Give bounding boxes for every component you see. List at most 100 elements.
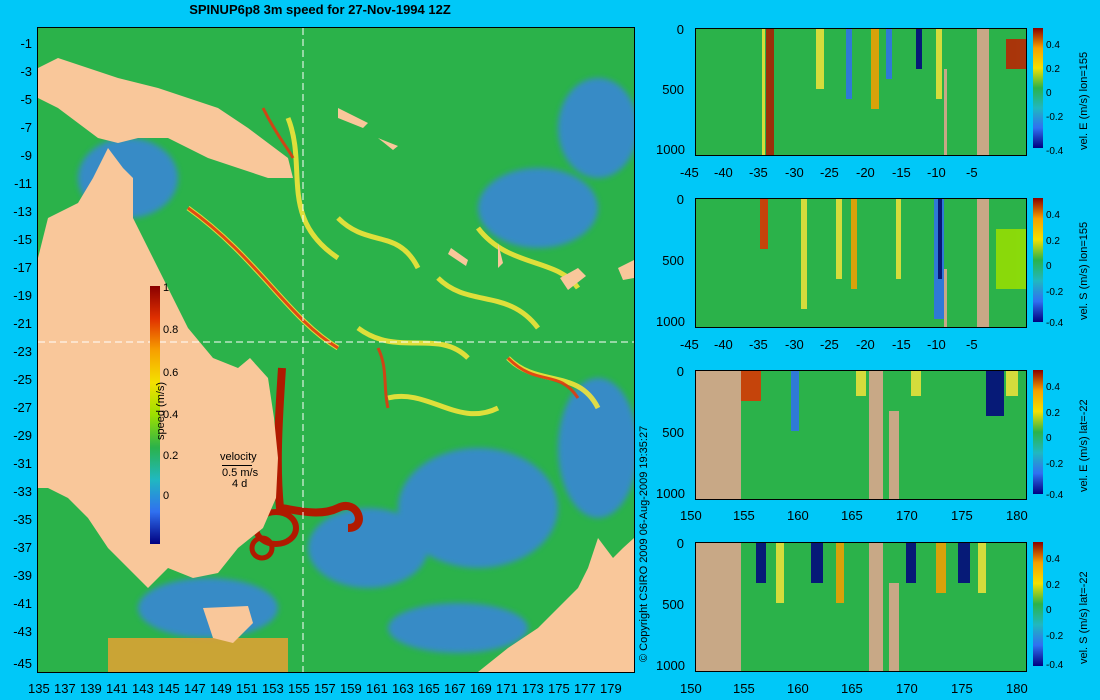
tick-label: -0.4 [1046, 490, 1064, 501]
tick-label: -19 [13, 288, 32, 303]
tick-label: 150 [680, 508, 702, 523]
tick-label: 0.4 [1046, 210, 1060, 221]
tick-label: -30 [785, 337, 804, 352]
tick-label: -15 [892, 165, 911, 180]
speed-map[interactable] [38, 28, 634, 672]
tick-label: 0.4 [1046, 554, 1060, 565]
tick-label: -10 [927, 165, 946, 180]
tick-label: -33 [13, 484, 32, 499]
tick-label: 0.2 [1046, 580, 1060, 591]
tick-label: -0.4 [1046, 318, 1064, 329]
tick-label: 139 [80, 681, 102, 696]
page-title: SPINUP6p8 3m speed for 27-Nov-1994 12Z [189, 2, 451, 17]
panel4-label: vel. S (m/s) lat=-22 [1078, 571, 1090, 664]
tick-label: 0 [163, 490, 170, 502]
tick-label: 170 [896, 681, 918, 696]
tick-label: -13 [13, 204, 32, 219]
tick-label: 170 [896, 508, 918, 523]
tick-label: 167 [444, 681, 466, 696]
tick-label: -35 [13, 512, 32, 527]
tick-label: 163 [392, 681, 414, 696]
tick-label: -0.4 [1046, 660, 1064, 671]
tick-label: 0.2 [1046, 408, 1060, 419]
tick-label: 0 [676, 192, 684, 207]
tick-label: 175 [951, 508, 973, 523]
tick-label: -20 [856, 337, 875, 352]
tick-label: 180 [1006, 681, 1028, 696]
tick-label: 165 [841, 681, 863, 696]
tick-label: 500 [662, 425, 684, 440]
tick-label: 0.2 [1046, 236, 1060, 247]
tick-label: 173 [522, 681, 544, 696]
tick-label: -5 [966, 337, 978, 352]
tick-label: -11 [14, 176, 32, 191]
speed-colorbar [150, 286, 160, 544]
tick-label: 0.2 [163, 450, 179, 462]
tick-label: -39 [13, 568, 32, 583]
tick-label: 161 [366, 681, 388, 696]
tick-label: 0.4 [1046, 382, 1060, 393]
tick-label: -27 [13, 400, 32, 415]
tick-label: 0 [676, 22, 684, 37]
tick-label: 175 [951, 681, 973, 696]
tick-label: 0 [1046, 605, 1052, 616]
tick-label: -37 [13, 540, 32, 555]
tick-label: -15 [13, 232, 32, 247]
tick-label: -45 [680, 337, 699, 352]
tick-label: 160 [787, 681, 809, 696]
tick-label: 0.4 [1046, 40, 1060, 51]
tick-label: -31 [13, 456, 32, 471]
tick-label: 169 [470, 681, 492, 696]
tick-label: 0 [1046, 88, 1052, 99]
tick-label: -40 [714, 165, 733, 180]
tick-label: 157 [314, 681, 336, 696]
tick-label: 0 [1046, 433, 1052, 444]
tick-label: 160 [787, 508, 809, 523]
tick-label: 155 [288, 681, 310, 696]
tick-label: 0.8 [163, 324, 179, 336]
tick-label: -23 [13, 344, 32, 359]
tick-label: 0.5 m/s [222, 467, 259, 479]
tick-label: 1000 [656, 314, 685, 329]
tick-label: 0 [1046, 261, 1052, 272]
panel3-colorbar [1033, 370, 1043, 494]
panel2-label: vel. S (m/s) lon=155 [1078, 221, 1090, 320]
tick-label: -45 [13, 656, 32, 671]
tick-label: -5 [20, 92, 32, 107]
tick-label: -17 [13, 260, 32, 275]
tick-label: 1000 [656, 658, 685, 673]
tick-label: -0.4 [1046, 146, 1064, 157]
tick-label: -25 [13, 372, 32, 387]
tick-label: 0.4 [163, 409, 179, 421]
tick-label: -41 [13, 596, 32, 611]
tick-label: 141 [106, 681, 128, 696]
tick-label: -7 [20, 120, 32, 135]
section-panel-velE-lon155[interactable] [695, 28, 1027, 156]
tick-label: 143 [132, 681, 154, 696]
tick-label: -9 [20, 148, 32, 163]
tick-label: 0 [676, 536, 684, 551]
tick-label: 171 [496, 681, 518, 696]
tick-label: 155 [733, 681, 755, 696]
tick-label: 150 [680, 681, 702, 696]
tick-label: -3 [20, 64, 32, 79]
tick-label: 147 [184, 681, 206, 696]
section-panel-velS-lat-22[interactable] [695, 542, 1027, 672]
tick-label: 137 [54, 681, 76, 696]
tick-label: 149 [210, 681, 232, 696]
panel3-label: vel. E (m/s) lat=-22 [1078, 399, 1090, 492]
tick-label: 500 [662, 253, 684, 268]
tick-label: -1 [20, 36, 32, 51]
section-panel-velE-lat-22[interactable] [695, 370, 1027, 500]
tick-label: -15 [892, 337, 911, 352]
section-panel-velS-lon155[interactable] [695, 198, 1027, 328]
tick-label: 175 [548, 681, 570, 696]
tick-label: 500 [662, 82, 684, 97]
tick-label: 4 d [232, 478, 248, 490]
panel1-colorbar [1033, 28, 1043, 148]
tick-label: -40 [714, 337, 733, 352]
tick-label: 135 [28, 681, 50, 696]
tick-label: -0.2 [1046, 287, 1064, 298]
tick-label: 1000 [656, 142, 685, 157]
tick-label: -29 [13, 428, 32, 443]
